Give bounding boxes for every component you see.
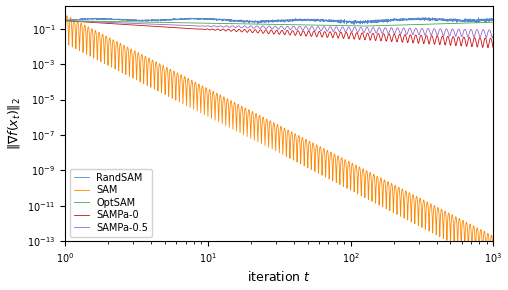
SAM bbox=[490, 257, 496, 261]
SAMPa-0.5 bbox=[226, 26, 232, 29]
Line: RandSAM: RandSAM bbox=[65, 17, 493, 25]
RandSAM bbox=[482, 18, 488, 21]
SAM bbox=[111, 42, 117, 46]
RandSAM bbox=[420, 16, 426, 19]
SAMPa-0 bbox=[482, 37, 488, 40]
RandSAM bbox=[245, 20, 251, 23]
Line: OptSAM: OptSAM bbox=[65, 21, 493, 26]
SAM bbox=[64, 14, 70, 17]
SAM bbox=[483, 257, 489, 261]
RandSAM bbox=[111, 17, 117, 21]
OptSAM bbox=[362, 24, 368, 28]
RandSAM bbox=[136, 19, 142, 23]
SAMPa-0 bbox=[436, 39, 442, 42]
OptSAM bbox=[436, 22, 442, 26]
RandSAM bbox=[351, 23, 357, 26]
SAM bbox=[482, 233, 488, 236]
X-axis label: iteration $t$: iteration $t$ bbox=[247, 271, 311, 284]
Y-axis label: $\|\nabla f(x_t)\|_2$: $\|\nabla f(x_t)\|_2$ bbox=[6, 97, 21, 150]
OptSAM bbox=[245, 22, 251, 26]
Legend: RandSAM, SAM, OptSAM, SAMPa-0, SAMPa-0.5: RandSAM, SAM, OptSAM, SAMPa-0, SAMPa-0.5 bbox=[70, 169, 152, 237]
SAMPa-0 bbox=[62, 19, 68, 22]
SAMPa-0.5 bbox=[111, 21, 117, 24]
SAMPa-0.5 bbox=[436, 30, 442, 33]
OptSAM bbox=[226, 22, 232, 26]
RandSAM bbox=[226, 19, 232, 22]
SAMPa-0.5 bbox=[62, 19, 68, 22]
SAMPa-0.5 bbox=[136, 22, 142, 26]
SAMPa-0 bbox=[245, 30, 251, 33]
SAM bbox=[62, 41, 68, 45]
OptSAM bbox=[136, 20, 142, 24]
SAM bbox=[227, 120, 233, 124]
RandSAM bbox=[62, 18, 68, 22]
Line: SAM: SAM bbox=[65, 16, 493, 259]
OptSAM bbox=[482, 21, 488, 24]
SAMPa-0 bbox=[490, 46, 496, 50]
RandSAM bbox=[490, 18, 496, 21]
Line: SAMPa-0.5: SAMPa-0.5 bbox=[65, 21, 493, 38]
OptSAM bbox=[490, 21, 496, 24]
SAMPa-0.5 bbox=[482, 32, 488, 35]
RandSAM bbox=[436, 17, 442, 20]
SAM bbox=[436, 212, 442, 215]
OptSAM bbox=[62, 19, 68, 22]
SAMPa-0 bbox=[111, 22, 117, 26]
Line: SAMPa-0: SAMPa-0 bbox=[65, 21, 493, 48]
SAMPa-0 bbox=[136, 24, 142, 27]
SAMPa-0 bbox=[226, 28, 232, 31]
OptSAM bbox=[111, 20, 117, 23]
SAMPa-0.5 bbox=[245, 26, 251, 30]
SAMPa-0.5 bbox=[489, 36, 495, 40]
SAM bbox=[137, 63, 143, 66]
SAMPa-0.5 bbox=[490, 33, 496, 37]
SAM bbox=[245, 113, 251, 116]
